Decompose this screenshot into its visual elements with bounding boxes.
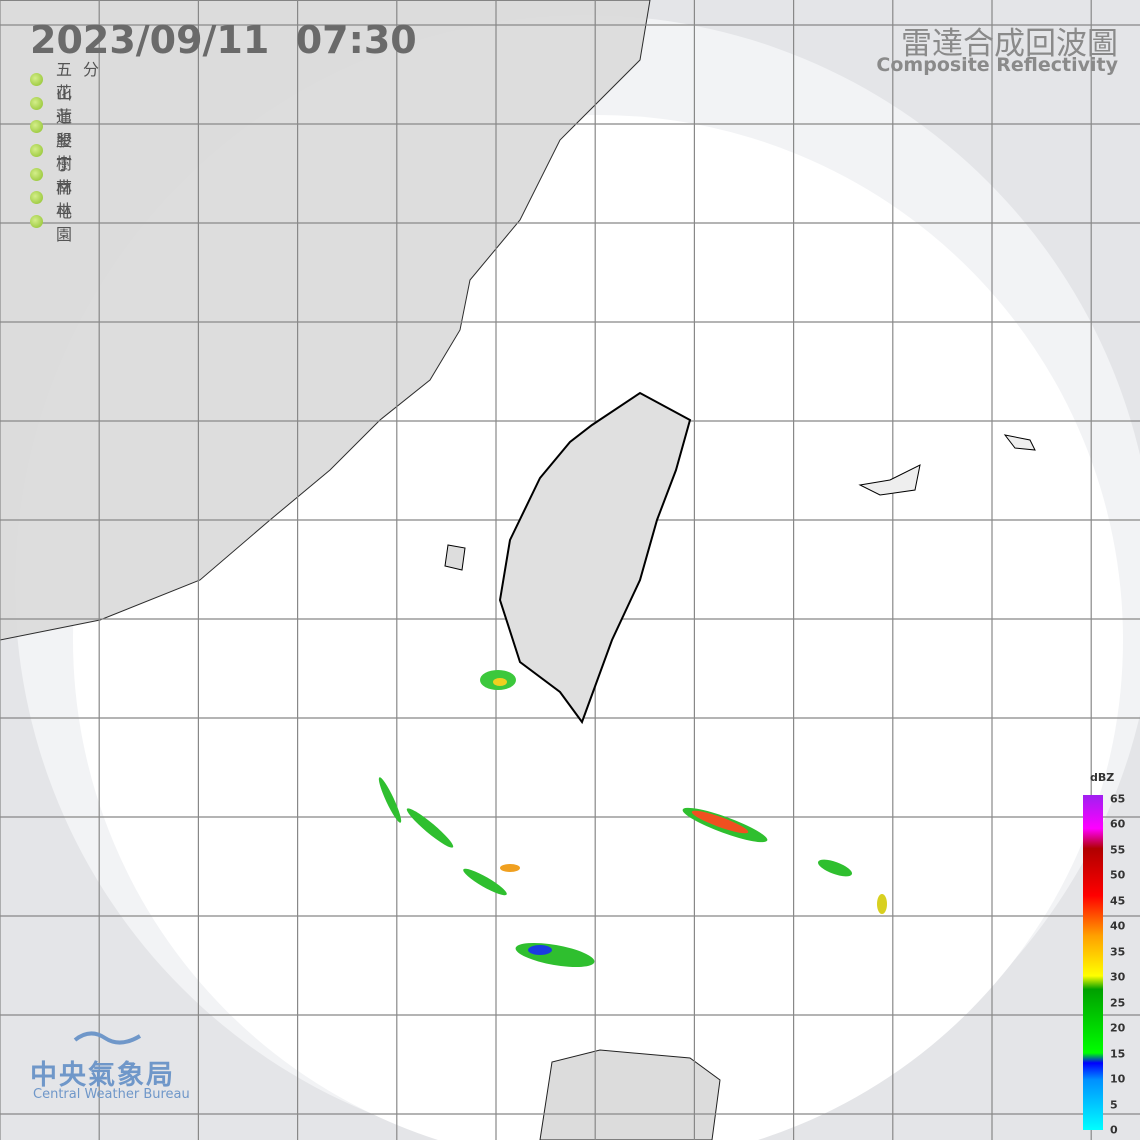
- legend-level: 55: [1110, 843, 1126, 857]
- legend-level: 15: [1110, 1047, 1126, 1061]
- echoes: [378, 670, 887, 968]
- echo: [877, 894, 887, 914]
- station-name: 五分山: [56, 59, 111, 103]
- station-dot: [30, 120, 43, 134]
- legend-level: 65: [1110, 792, 1126, 806]
- station-dot: [30, 73, 43, 87]
- legend-level: 35: [1110, 945, 1126, 959]
- legend-level: 45: [1110, 894, 1126, 908]
- island: [1003, 434, 1036, 451]
- station: 林園: [30, 201, 126, 244]
- legend-level: 10: [1110, 1072, 1126, 1086]
- station-name: 南屯: [56, 177, 111, 221]
- penghu: [444, 544, 466, 571]
- legend-level: 60: [1110, 817, 1126, 831]
- echo: [493, 678, 507, 686]
- station-name: 樹林: [56, 154, 111, 198]
- station: 七股: [30, 107, 126, 150]
- echo: [528, 945, 552, 955]
- legend-level: 0: [1110, 1123, 1118, 1137]
- echo: [406, 808, 454, 848]
- taiwan: [498, 391, 692, 725]
- legend-level: 25: [1110, 996, 1126, 1010]
- station-name: 墾丁: [56, 130, 111, 174]
- legend-level: 50: [1110, 868, 1126, 882]
- color-scale: [1083, 795, 1103, 1130]
- station-dot: [30, 167, 43, 181]
- station: 墾丁: [30, 131, 126, 174]
- station: 樹林: [30, 154, 126, 197]
- legend-unit: dBZ: [1090, 771, 1115, 784]
- mainland-coast: [0, 0, 651, 641]
- station: 南屯: [30, 178, 126, 221]
- echo: [500, 864, 520, 872]
- station-dot: [30, 96, 43, 110]
- echo: [463, 868, 507, 896]
- island: [858, 464, 921, 496]
- station-dot: [30, 144, 43, 158]
- legend-level: 5: [1110, 1098, 1118, 1112]
- station-dot: [30, 191, 43, 205]
- legend-level: 20: [1110, 1021, 1126, 1035]
- title-en: Composite Reflectivity: [876, 54, 1118, 76]
- station: 花蓮: [30, 83, 126, 126]
- station: 五分山: [30, 60, 126, 103]
- timestamp: 2023/09/11 07:30: [30, 18, 417, 62]
- echo: [691, 810, 749, 834]
- logo-en: Central Weather Bureau: [33, 1087, 190, 1102]
- title-zh: 雷達合成回波圖: [901, 26, 1118, 62]
- station-name: 七股: [56, 106, 111, 150]
- station-list: 五分山 花蓮 七股 墾丁 樹林 南屯 林園: [30, 60, 126, 244]
- echo: [817, 859, 853, 877]
- legend-level: 40: [1110, 919, 1126, 933]
- logo-zh: 中央氣象局: [30, 1060, 175, 1091]
- luzon-coast: [539, 1049, 721, 1140]
- echo: [378, 777, 402, 823]
- station-dot: [30, 214, 43, 228]
- logo-mark: [73, 1031, 142, 1045]
- station-name: 花蓮: [56, 83, 111, 127]
- station-name: 林園: [56, 201, 111, 245]
- legend-level: 30: [1110, 970, 1126, 984]
